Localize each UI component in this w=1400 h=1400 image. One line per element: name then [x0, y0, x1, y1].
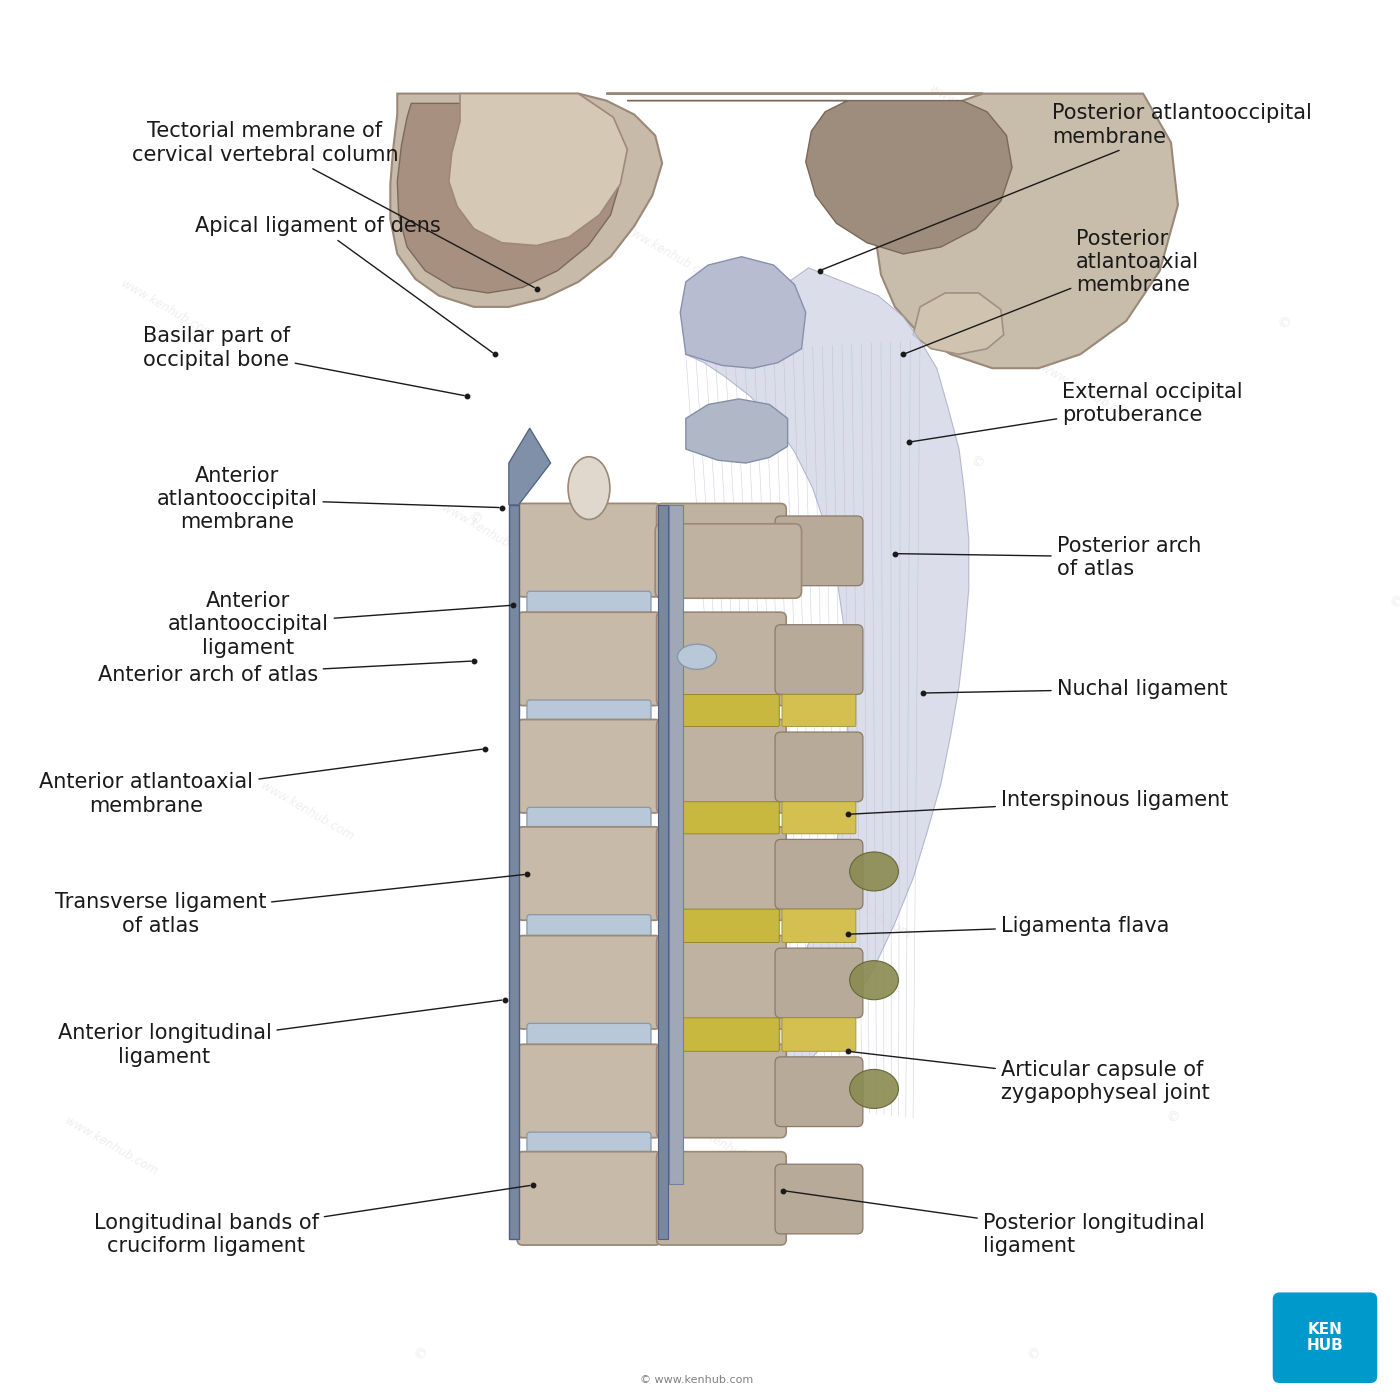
Text: www.kenhub.com: www.kenhub.com [440, 501, 536, 564]
Text: © www.kenhub.com: © www.kenhub.com [640, 1375, 753, 1385]
FancyBboxPatch shape [664, 1018, 780, 1051]
Polygon shape [913, 293, 1004, 354]
FancyBboxPatch shape [657, 720, 787, 813]
Text: Tectorial membrane of
cervical vertebral column: Tectorial membrane of cervical vertebral… [132, 122, 535, 287]
Text: www.kenhub.com: www.kenhub.com [676, 1114, 774, 1177]
FancyBboxPatch shape [776, 1057, 862, 1127]
Text: www.kenhub.com: www.kenhub.com [258, 780, 356, 843]
FancyBboxPatch shape [657, 935, 787, 1029]
Polygon shape [686, 267, 969, 1105]
FancyBboxPatch shape [776, 624, 862, 694]
FancyBboxPatch shape [664, 909, 780, 942]
Text: Interspinous ligament: Interspinous ligament [850, 791, 1228, 815]
FancyBboxPatch shape [526, 914, 651, 941]
Polygon shape [669, 505, 683, 1184]
FancyBboxPatch shape [783, 1018, 855, 1051]
Polygon shape [398, 104, 620, 293]
Text: ©: © [465, 510, 483, 528]
Ellipse shape [850, 960, 899, 1000]
FancyBboxPatch shape [1273, 1292, 1378, 1383]
Text: Anterior arch of atlas: Anterior arch of atlas [98, 661, 472, 685]
FancyBboxPatch shape [517, 504, 661, 596]
Text: www.kenhub.com: www.kenhub.com [119, 277, 216, 342]
FancyBboxPatch shape [657, 827, 787, 920]
FancyBboxPatch shape [517, 720, 661, 813]
Text: External occipital
protuberance: External occipital protuberance [911, 382, 1243, 441]
Text: Posterior
atlantoaxial
membrane: Posterior atlantoaxial membrane [906, 228, 1200, 353]
Polygon shape [449, 94, 627, 245]
Polygon shape [606, 94, 1177, 368]
Text: Ligamenta flava: Ligamenta flava [850, 916, 1169, 935]
FancyBboxPatch shape [517, 1044, 661, 1138]
Ellipse shape [568, 456, 610, 519]
Text: Anterior longitudinal
ligament: Anterior longitudinal ligament [57, 1000, 501, 1067]
Text: Apical ligament of dens: Apical ligament of dens [195, 216, 493, 353]
Text: Posterior arch
of atlas: Posterior arch of atlas [897, 536, 1201, 578]
Text: ©: © [966, 454, 986, 473]
Text: ©: © [785, 732, 804, 752]
FancyBboxPatch shape [526, 1133, 651, 1158]
FancyBboxPatch shape [776, 732, 862, 802]
FancyBboxPatch shape [517, 1152, 661, 1245]
FancyBboxPatch shape [657, 612, 787, 706]
Polygon shape [508, 505, 518, 1239]
FancyBboxPatch shape [776, 517, 862, 585]
FancyBboxPatch shape [664, 802, 780, 834]
Text: Posterior longitudinal
ligament: Posterior longitudinal ligament [787, 1191, 1204, 1256]
Text: Basilar part of
occipital bone: Basilar part of occipital bone [143, 326, 465, 396]
FancyBboxPatch shape [526, 591, 651, 617]
FancyBboxPatch shape [783, 694, 855, 727]
Polygon shape [627, 101, 1012, 253]
Text: www.kenhub.com: www.kenhub.com [927, 83, 1025, 147]
FancyBboxPatch shape [655, 524, 802, 598]
Text: ©: © [1273, 314, 1292, 333]
Text: Posterior atlantooccipital
membrane: Posterior atlantooccipital membrane [822, 104, 1312, 270]
Text: ©: © [603, 1011, 623, 1030]
FancyBboxPatch shape [517, 935, 661, 1029]
Text: ©: © [1385, 592, 1400, 612]
Text: Anterior
atlantooccipital
ligament: Anterior atlantooccipital ligament [168, 591, 510, 658]
FancyBboxPatch shape [776, 840, 862, 909]
FancyBboxPatch shape [783, 909, 855, 942]
Ellipse shape [678, 644, 717, 669]
FancyBboxPatch shape [517, 612, 661, 706]
FancyBboxPatch shape [776, 1165, 862, 1233]
Polygon shape [391, 94, 662, 307]
Polygon shape [686, 399, 788, 463]
FancyBboxPatch shape [526, 1023, 651, 1050]
Text: ©: © [1022, 1345, 1042, 1365]
Text: www.kenhub.com: www.kenhub.com [816, 878, 913, 941]
FancyBboxPatch shape [657, 1044, 787, 1138]
FancyBboxPatch shape [783, 802, 855, 834]
FancyBboxPatch shape [657, 504, 787, 596]
Ellipse shape [850, 853, 899, 890]
FancyBboxPatch shape [517, 827, 661, 920]
FancyBboxPatch shape [664, 694, 780, 727]
Text: Articular capsule of
zygapophyseal joint: Articular capsule of zygapophyseal joint [850, 1051, 1210, 1103]
Ellipse shape [850, 1070, 899, 1109]
Text: ©: © [409, 1345, 428, 1365]
Text: ©: © [1162, 1109, 1180, 1128]
FancyBboxPatch shape [776, 948, 862, 1018]
Polygon shape [658, 505, 668, 1239]
Polygon shape [508, 428, 550, 505]
FancyBboxPatch shape [526, 808, 651, 833]
Text: Longitudinal bands of
cruciform ligament: Longitudinal bands of cruciform ligament [94, 1186, 529, 1256]
Text: Transverse ligament
of atlas: Transverse ligament of atlas [55, 875, 524, 935]
Text: Nuchal ligament: Nuchal ligament [925, 679, 1228, 699]
Text: Anterior
atlantooccipital
membrane: Anterior atlantooccipital membrane [157, 466, 498, 532]
FancyBboxPatch shape [657, 1152, 787, 1245]
Text: Anterior atlantoaxial
membrane: Anterior atlantoaxial membrane [39, 749, 483, 816]
Text: www.kenhub.com: www.kenhub.com [63, 1114, 160, 1177]
Text: www.kenhub.com: www.kenhub.com [1039, 361, 1135, 426]
Text: www.kenhub.com: www.kenhub.com [620, 223, 718, 286]
Text: KEN
HUB: KEN HUB [1306, 1322, 1344, 1354]
Polygon shape [680, 256, 806, 368]
FancyBboxPatch shape [526, 700, 651, 725]
